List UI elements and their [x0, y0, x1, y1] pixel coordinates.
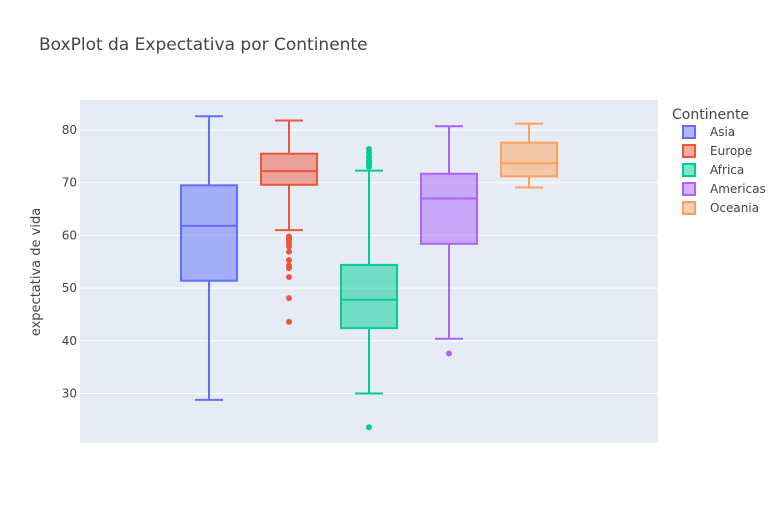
box-series — [180, 115, 558, 431]
legend-label: Americas — [710, 182, 766, 196]
y-tick-label: 40 — [62, 334, 77, 348]
legend-item-europe[interactable]: Europe — [682, 144, 752, 158]
chart-title: BoxPlot da Expectativa por Continente — [39, 35, 368, 55]
outlier-point — [286, 248, 292, 255]
box-europe — [260, 119, 318, 325]
legend-swatch — [682, 182, 696, 196]
box-africa — [340, 145, 398, 431]
legend-item-americas[interactable]: Americas — [682, 182, 766, 196]
legend-label: Europe — [710, 144, 752, 158]
y-tick-label: 30 — [62, 387, 77, 401]
legend-swatch — [682, 201, 696, 215]
legend-label: Africa — [710, 163, 744, 177]
iqr-box — [340, 263, 398, 330]
outlier-point — [286, 318, 292, 325]
legend-swatch — [682, 163, 696, 177]
legend-label: Asia — [710, 125, 735, 139]
legend-item-asia[interactable]: Asia — [682, 125, 735, 139]
legend-title: Continente — [672, 107, 749, 123]
outlier-point — [366, 163, 372, 170]
legend-swatch — [682, 125, 696, 139]
y-axis-title: expectativa de vida — [29, 208, 44, 336]
legend: Continente Asia Europe Africa Americas Ocean… — [672, 107, 766, 215]
y-tick-labels: 30 40 50 60 70 80 — [62, 123, 77, 401]
outlier-point — [286, 257, 292, 264]
outlier-point — [286, 295, 292, 302]
iqr-box — [420, 172, 478, 245]
outlier-point — [286, 243, 292, 250]
outlier-point — [286, 265, 292, 272]
legend-item-africa[interactable]: Africa — [682, 163, 744, 177]
iqr-box — [500, 141, 558, 178]
y-tick-label: 80 — [62, 123, 77, 137]
iqr-box — [180, 184, 238, 282]
legend-swatch — [682, 144, 696, 158]
y-tick-label: 50 — [62, 281, 77, 295]
box-asia — [180, 115, 238, 401]
outlier-point — [286, 274, 292, 281]
y-tick-label: 60 — [62, 228, 77, 242]
box-americas — [420, 125, 478, 357]
y-tick-label: 70 — [62, 176, 77, 190]
legend-label: Oceania — [710, 201, 759, 215]
iqr-box — [260, 152, 318, 186]
outlier-point — [446, 350, 452, 357]
box-oceania — [500, 122, 558, 189]
outlier-point — [366, 424, 372, 431]
legend-item-oceania[interactable]: Oceania — [682, 201, 759, 215]
